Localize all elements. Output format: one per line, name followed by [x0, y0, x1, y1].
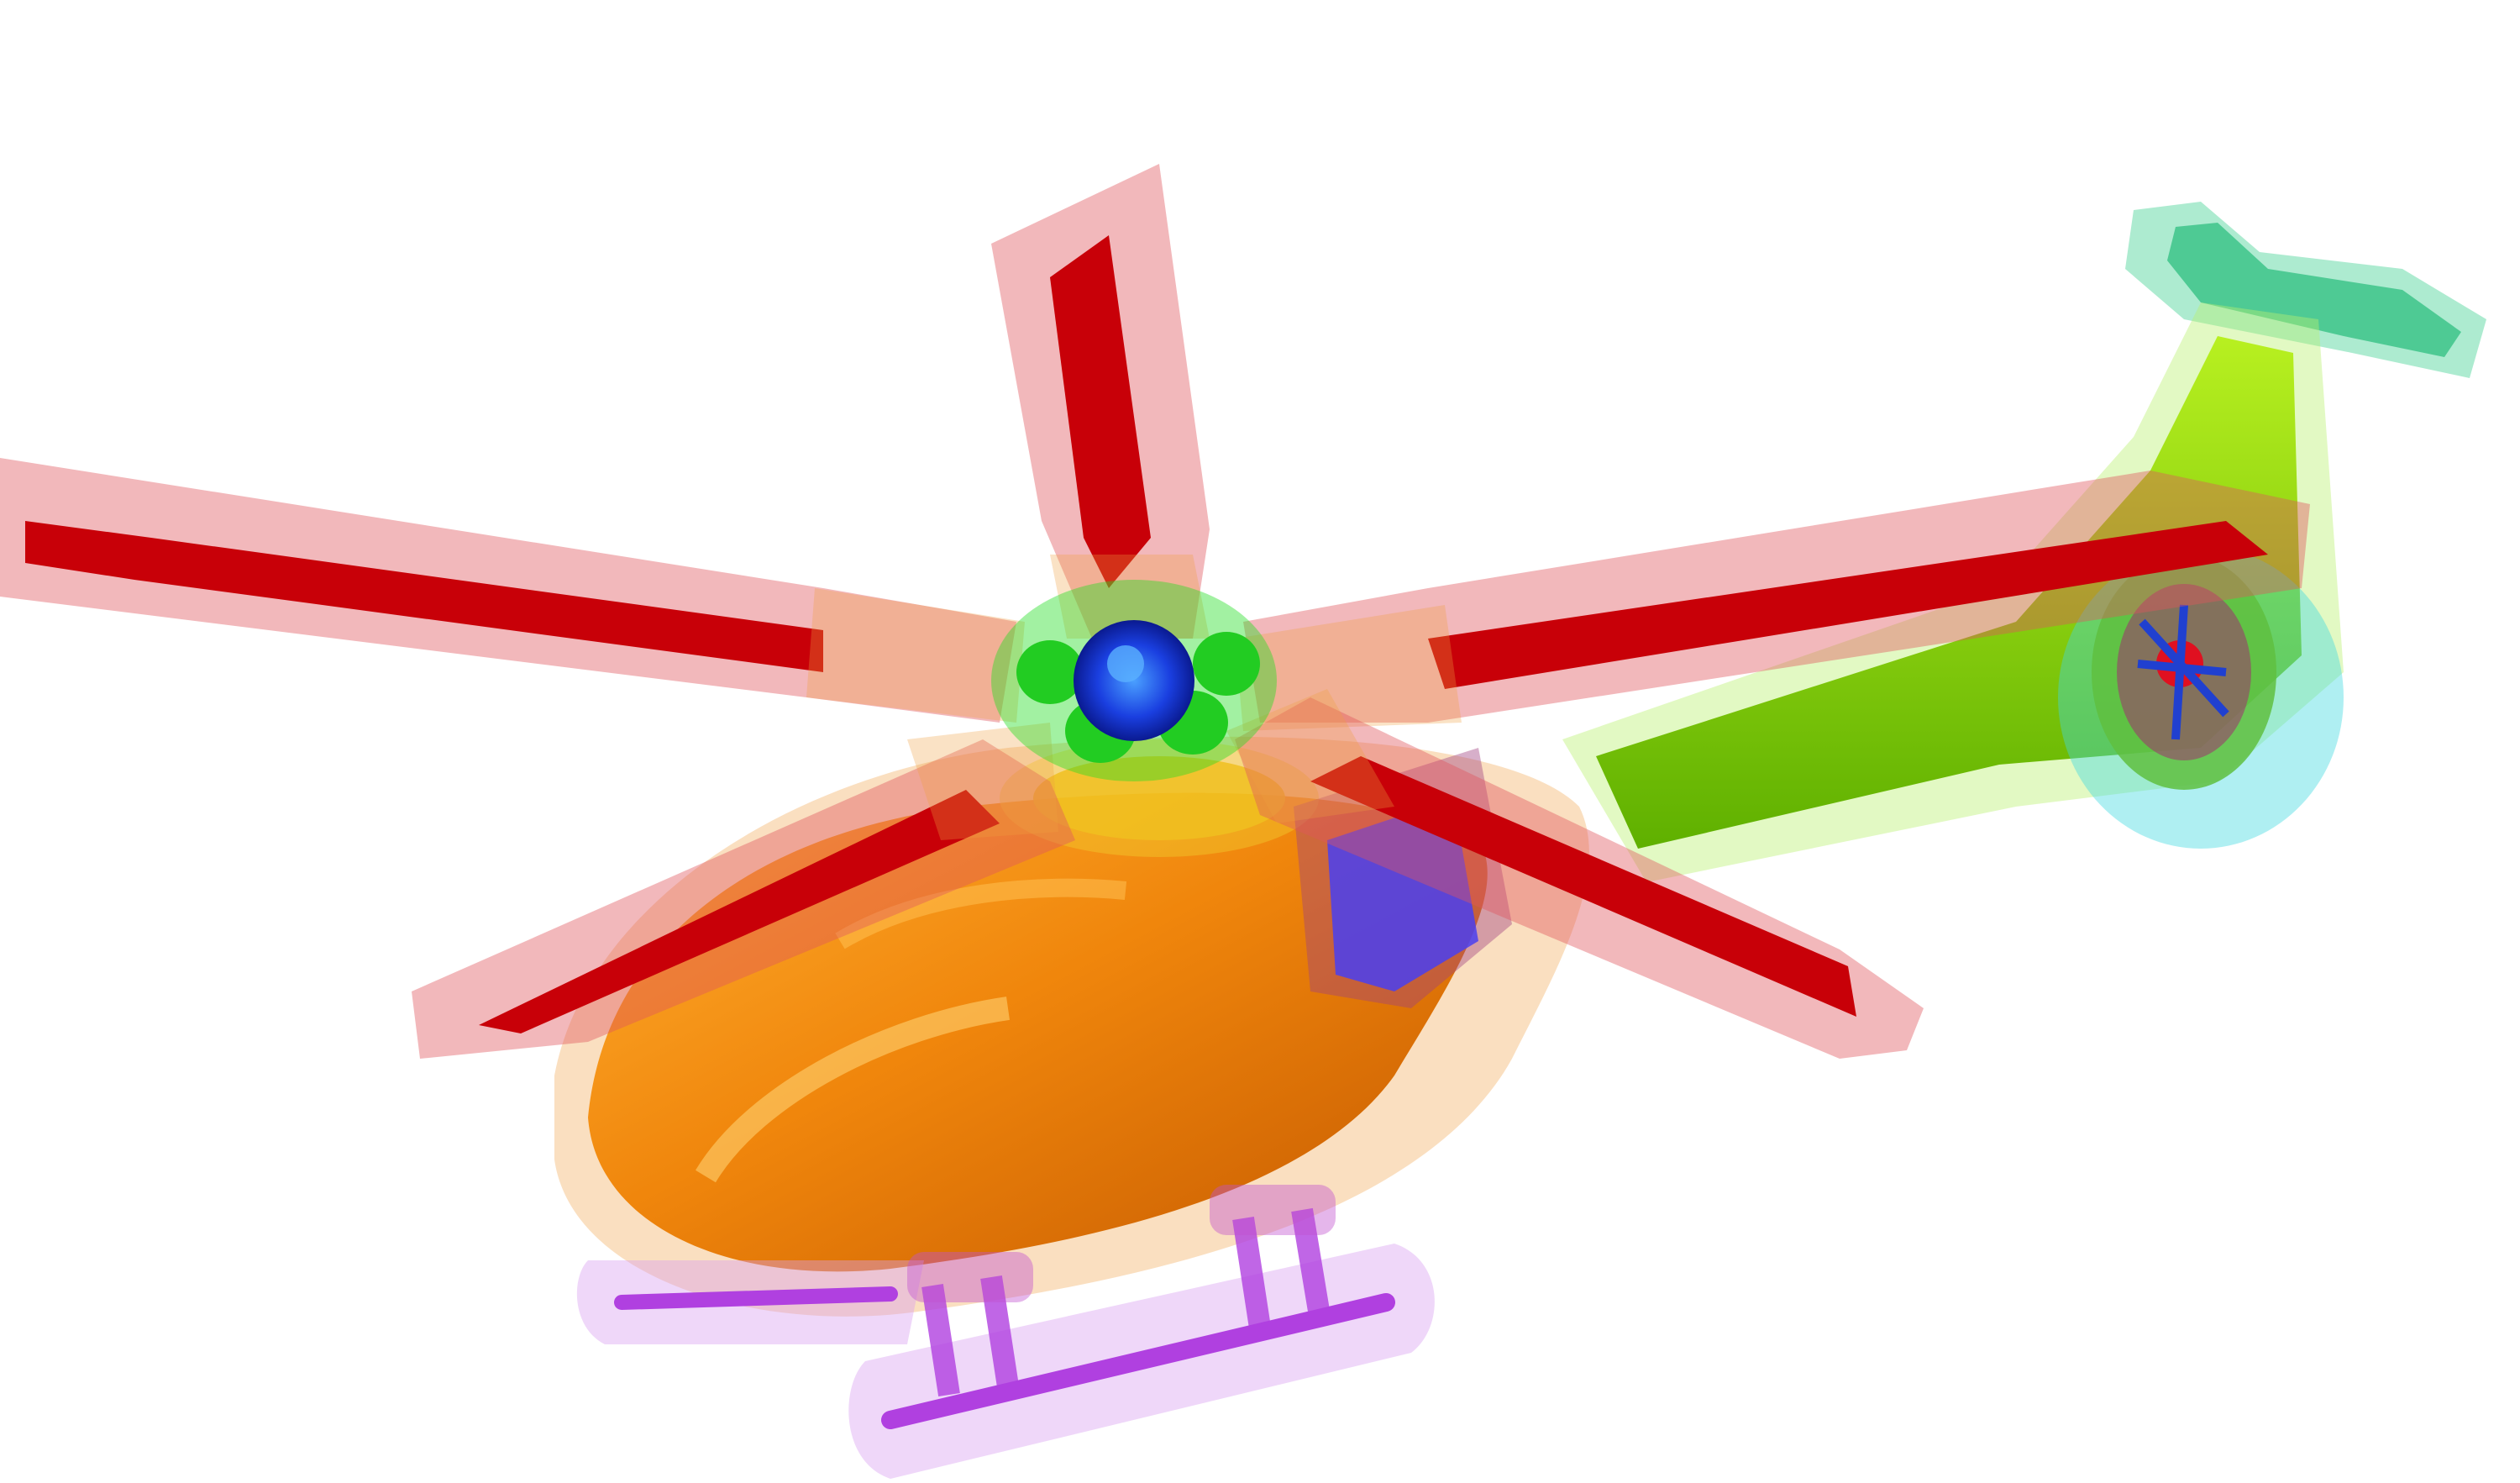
tail-stabilizer	[2125, 202, 2486, 378]
rotor-blade-front-left	[412, 723, 1075, 1059]
tail-rotor	[2058, 546, 2344, 849]
rotor-blade-left	[0, 458, 1025, 723]
rotor-blade-right	[1235, 471, 2310, 731]
rotor-hub	[991, 580, 1277, 781]
mast-base	[1000, 739, 1319, 857]
rotor-blade-rear	[991, 164, 1210, 639]
rotor-blade-front-right	[1226, 689, 1924, 1059]
landing-skids	[576, 1185, 1435, 1479]
